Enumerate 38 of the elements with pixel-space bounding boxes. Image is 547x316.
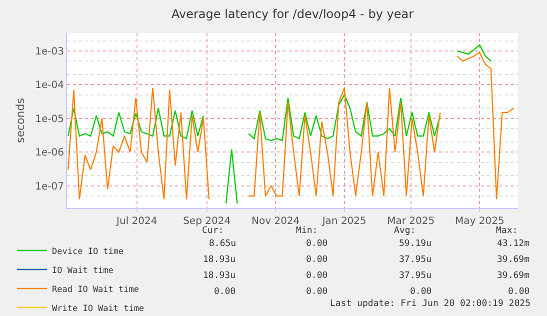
x-tick-label: Jul 2024 bbox=[116, 216, 158, 227]
text: Cur: bbox=[202, 226, 224, 236]
legend-label: IO Wait time bbox=[52, 266, 114, 276]
text: 37.95u bbox=[399, 255, 432, 265]
y-tick-label: 1e-06 bbox=[35, 148, 64, 159]
legend-label: Read IO Wait time bbox=[52, 284, 139, 295]
text: 43.12m bbox=[497, 239, 530, 249]
x-tick-label: Nov 2024 bbox=[252, 216, 300, 227]
y-axis-title: seconds bbox=[14, 98, 27, 143]
text: 0.00 bbox=[214, 287, 236, 297]
text: 0.00 bbox=[306, 271, 328, 281]
text: 0.00 bbox=[508, 287, 530, 297]
text: Avg: bbox=[394, 226, 416, 236]
text: 0.00 bbox=[306, 287, 328, 297]
text: Max: bbox=[496, 226, 518, 236]
legend-label: Device IO time bbox=[52, 246, 124, 257]
x-tick-label: Jan 2025 bbox=[321, 216, 366, 227]
text: Min: bbox=[296, 226, 318, 236]
y-tick-label: 1e-05 bbox=[35, 114, 64, 125]
text: 8.65u bbox=[209, 239, 236, 249]
x-tick-label: Sep 2024 bbox=[183, 216, 231, 227]
x-tick-label: May 2025 bbox=[455, 216, 504, 227]
text: Last update: Fri Jun 20 02:00:19 2025 bbox=[330, 299, 530, 309]
text: 18.93u bbox=[203, 255, 236, 265]
text: 37.95u bbox=[399, 271, 432, 281]
y-tick-label: 1e-04 bbox=[35, 80, 64, 92]
x-tick-label: Mar 2025 bbox=[387, 216, 435, 227]
text: 59.19u bbox=[399, 239, 432, 249]
chart-title: Average latency for /dev/loop4 - by year bbox=[171, 7, 414, 22]
text: 0.00 bbox=[410, 287, 432, 297]
text: 39.69m bbox=[497, 255, 530, 265]
text: 18.93u bbox=[203, 271, 236, 281]
text: 0.00 bbox=[306, 255, 328, 265]
text: 0.00 bbox=[306, 239, 328, 249]
legend-label: Write IO Wait time bbox=[52, 304, 144, 314]
y-tick-label: 1e-07 bbox=[35, 181, 64, 192]
text: 39.69m bbox=[497, 271, 530, 281]
y-tick-label: 1e-03 bbox=[35, 46, 64, 58]
